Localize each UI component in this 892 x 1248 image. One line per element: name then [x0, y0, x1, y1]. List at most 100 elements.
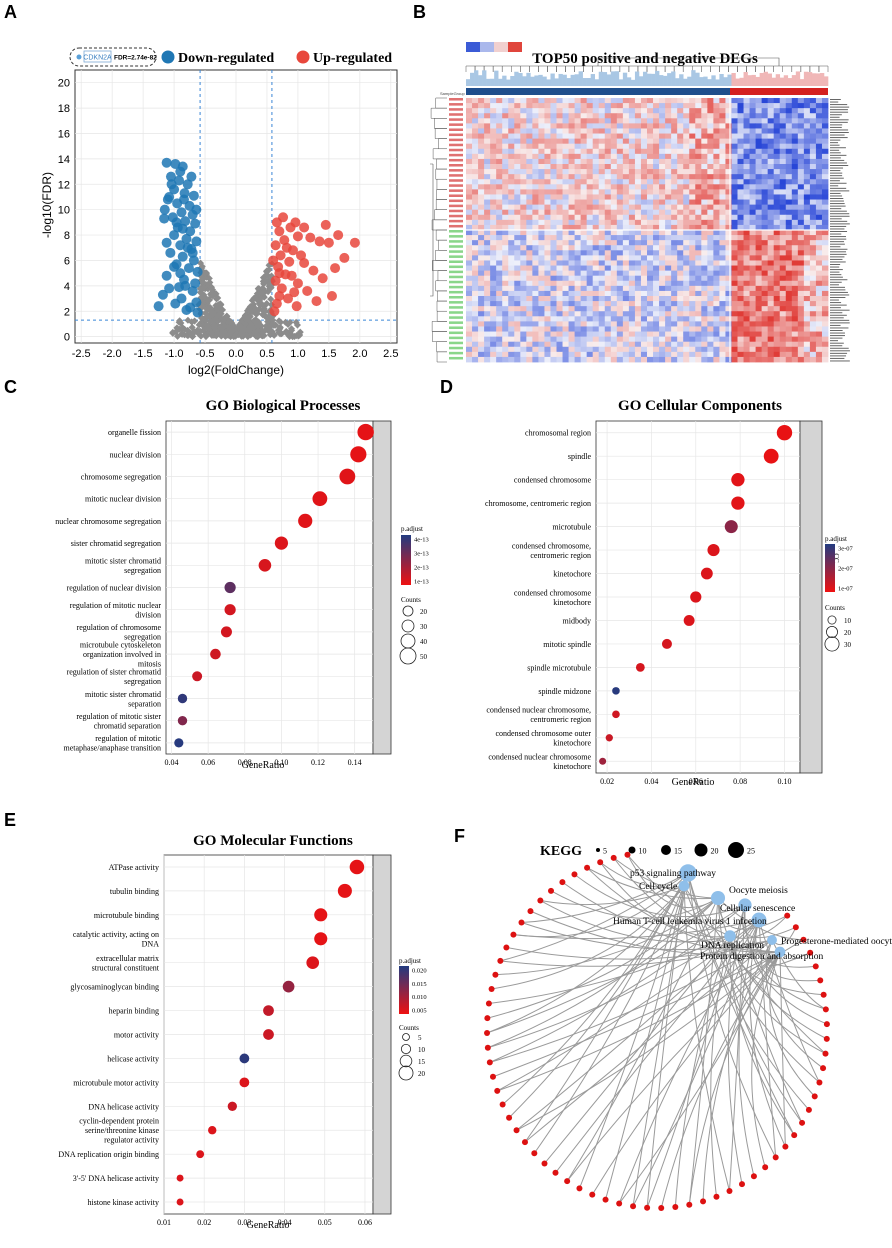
kegg-gene-node	[822, 1050, 829, 1057]
volcano-point	[278, 212, 289, 223]
heatmap-cell	[568, 184, 575, 190]
heatmap-cell	[707, 189, 714, 195]
go-mf-size-key	[398, 1065, 414, 1081]
heatmap-cell	[556, 158, 563, 165]
heatmap-cell	[695, 174, 702, 180]
heatmap-cell	[653, 321, 660, 327]
heatmap-cell	[610, 326, 618, 332]
heatmap-cell	[713, 250, 720, 256]
heatmap-cell	[815, 204, 823, 211]
heatmap-cell	[496, 311, 503, 317]
heatmap-cell	[797, 169, 805, 175]
heatmap-cell	[634, 301, 642, 307]
heatmap-cell	[803, 123, 811, 129]
heatmap-cell	[683, 153, 690, 160]
heatmap-cell	[803, 341, 811, 348]
heatmap-cell	[526, 128, 533, 134]
kegg-gene-node	[700, 1198, 707, 1205]
volcano-point	[274, 226, 285, 237]
heatmap-cell	[466, 214, 473, 221]
volcano-point	[169, 261, 180, 272]
heatmap-cell	[532, 301, 539, 307]
heatmap-cell	[610, 174, 618, 180]
heatmap-cell	[695, 275, 702, 282]
heatmap-cell	[568, 306, 575, 312]
heatmap-cell	[677, 255, 684, 261]
heatmap-cell	[689, 184, 696, 190]
heatmap-cell	[719, 351, 726, 358]
heatmap-cell	[520, 219, 527, 226]
heatmap-cell	[532, 224, 539, 231]
heatmap-cell	[743, 290, 750, 297]
heatmap-row-strip	[449, 346, 463, 350]
heatmap-cell	[785, 285, 793, 292]
heatmap-cell	[659, 341, 666, 348]
heatmap-cell	[773, 255, 781, 261]
heatmap-cell	[466, 108, 473, 114]
heatmap-cell	[520, 174, 527, 180]
heatmap-cell	[701, 179, 708, 185]
heatmap-cell	[592, 179, 600, 185]
heatmap-cell	[767, 270, 775, 277]
go-bp-term-label: mitotic nuclear division	[85, 495, 161, 504]
heatmap-cell	[767, 341, 775, 348]
heatmap-cell	[821, 235, 829, 241]
heatmap-cell	[653, 103, 660, 109]
go-cc-term-label: kinetochore	[553, 762, 591, 771]
heatmap-cell	[719, 199, 726, 206]
heatmap-cell	[598, 331, 606, 338]
heatmap-cell	[592, 331, 600, 338]
heatmap-cell	[731, 118, 738, 124]
heatmap-cell	[725, 331, 732, 338]
volcano-point	[286, 270, 297, 281]
heatmap-cell	[610, 138, 618, 145]
heatmap-cell	[478, 341, 485, 348]
heatmap-cell	[598, 326, 606, 332]
heatmap-cell	[640, 108, 648, 114]
dendro-top-link	[520, 65, 530, 72]
heatmap-cell	[659, 199, 666, 206]
kegg-pathway-label: Progesterone-mediated oocyte maturation	[781, 937, 892, 947]
volcano-point-ns	[267, 295, 275, 303]
heatmap-cell	[779, 219, 787, 226]
heatmap-row-strip	[449, 224, 463, 228]
heatmap-cell	[707, 164, 714, 170]
heatmap-top-bar	[490, 78, 495, 86]
heatmap-cell	[683, 219, 690, 226]
heatmap-cell	[689, 240, 696, 246]
heatmap-cell	[701, 280, 708, 287]
heatmap-cell	[671, 103, 678, 109]
heatmap-cell	[713, 209, 720, 216]
heatmap-cell	[695, 224, 702, 231]
heatmap-cell	[592, 153, 600, 160]
heatmap-cell	[749, 285, 756, 292]
heatmap-cell	[604, 209, 612, 216]
heatmap-top-bar	[671, 71, 676, 86]
heatmap-cell	[713, 128, 720, 134]
heatmap-cell	[731, 123, 738, 129]
heatmap-cell	[803, 224, 811, 231]
heatmap-cell	[749, 341, 756, 348]
heatmap-cell	[556, 148, 563, 155]
heatmap-cell	[574, 331, 582, 338]
kegg-edge	[599, 861, 685, 889]
heatmap-cell	[532, 351, 539, 358]
heatmap-row-label-mark	[830, 129, 849, 131]
heatmap-cell	[785, 123, 793, 129]
heatmap-cell	[797, 118, 805, 124]
heatmap-cell	[743, 230, 750, 236]
volcano-y-tick: 14	[58, 154, 70, 166]
heatmap-cell	[592, 108, 600, 114]
heatmap-cell	[755, 285, 763, 292]
heatmap-cell	[496, 285, 503, 292]
heatmap-cell	[755, 230, 763, 236]
heatmap-cell	[514, 123, 521, 129]
heatmap-cell	[538, 235, 545, 241]
heatmap-cell	[773, 133, 781, 140]
heatmap-cell	[773, 143, 781, 150]
heatmap-cell	[761, 108, 769, 114]
heatmap-cell	[466, 260, 473, 266]
heatmap-row-label-mark	[830, 261, 846, 263]
go-bp-term-label: nuclear division	[110, 450, 161, 459]
heatmap-top-bar	[598, 71, 604, 86]
